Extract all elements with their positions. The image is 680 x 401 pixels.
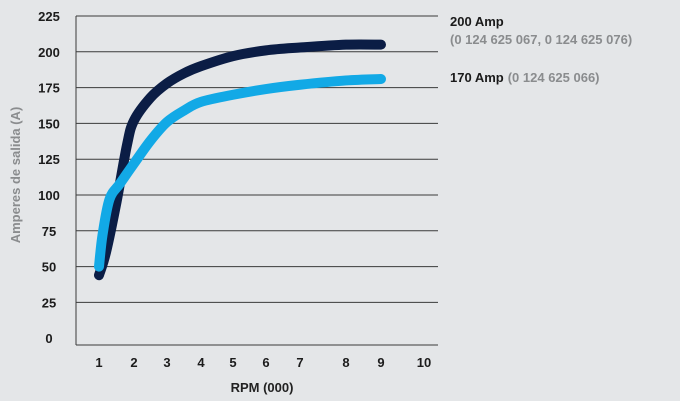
x-tick-labels: 1 2 3 4 5 6 7 8 9 10 [95,355,431,370]
y-tick-label: 150 [38,116,60,131]
y-tick-label: 225 [38,9,60,24]
y-tick-label: 25 [42,295,56,310]
x-tick-label: 2 [130,355,137,370]
legend-series-1-name: 170 Amp [450,70,504,85]
x-tick-label: 1 [95,355,102,370]
legend-series-0-codes: (0 124 625 067, 0 124 625 076) [450,32,632,47]
y-tick-label: 50 [42,260,56,275]
series-line-0 [94,39,386,281]
axes [75,16,438,346]
legend-series-1-codes: (0 124 625 066) [508,70,600,85]
y-tick-labels: 0 25 50 75 100 125 150 175 200 225 [38,9,60,346]
x-axis-label: RPM (000) [231,380,294,395]
legend-series-1: 170 Amp (0 124 625 066) [450,70,600,85]
x-tick-label: 4 [197,355,205,370]
y-tick-label: 175 [38,81,60,96]
legend-series-0-name: 200 Amp [450,14,504,29]
y-tick-label: 125 [38,152,60,167]
y-tick-label: 200 [38,45,60,60]
grid [76,15,438,303]
x-tick-label: 10 [417,355,431,370]
x-tick-label: 3 [163,355,170,370]
series [94,39,386,281]
x-tick-label: 9 [377,355,384,370]
x-tick-label: 7 [296,355,303,370]
series-line-1 [94,74,386,272]
x-tick-label: 8 [342,355,349,370]
y-tick-label: 0 [45,331,52,346]
legend: 200 Amp (0 124 625 067, 0 124 625 076) 1… [450,14,632,85]
x-tick-label: 6 [262,355,269,370]
y-axis-label: Amperes de salida (A) [8,107,23,244]
y-tick-label: 100 [38,188,60,203]
y-tick-label: 75 [42,224,56,239]
x-tick-label: 5 [229,355,236,370]
